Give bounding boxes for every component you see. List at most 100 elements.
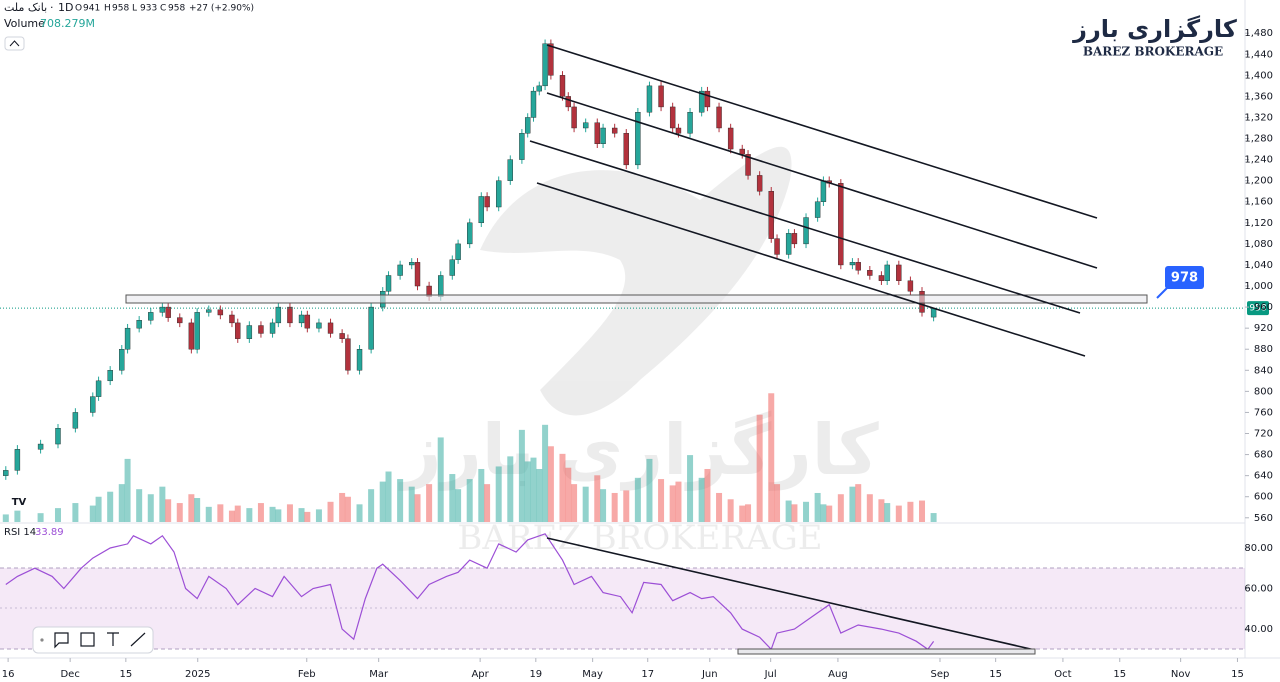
volume-bar [455,489,462,522]
candle-body [246,325,253,339]
y-tick-label: 1,480 [1244,28,1273,39]
volume-name: Volume [4,17,45,30]
callout-pointer [1156,286,1169,299]
volume-bar [745,504,752,522]
volume-bar [165,499,172,522]
channel-line[interactable] [529,140,1081,314]
candle-body [397,264,403,276]
rsi-zone[interactable] [737,648,1036,655]
candle-body [449,259,456,276]
candle-body [119,349,125,371]
candle-body [229,314,235,324]
volume-bar [118,484,125,522]
channel-line[interactable] [546,44,1098,219]
y-tick-label: 600 [1254,492,1273,503]
candle-body [785,233,792,255]
candle-body [414,262,421,287]
candle-body [884,264,890,281]
volume-bar [594,475,601,522]
volume-bar [37,513,44,522]
volume-bar [426,484,433,522]
candle-body [536,85,542,92]
ohlc-letter: L [132,4,137,14]
x-tick-label: Aug [828,669,848,680]
channel-line[interactable] [536,182,1086,357]
y-tick-label: 880 [1254,344,1273,355]
candle-body [768,191,774,239]
candle-body [716,106,722,129]
candle-body [635,111,641,166]
y-tick-label: 80.00 [1244,543,1273,554]
x-tick-label: Sep [931,669,950,680]
candle-body [368,306,374,350]
volume-bar [327,501,334,522]
tv-logo[interactable] [8,494,30,509]
volume-bar [814,492,821,522]
callout-tool[interactable] [54,632,69,649]
candle-body [304,314,311,329]
x-tick-label: 16 [2,669,15,680]
volume-bar [286,504,293,522]
candle-body [698,90,705,113]
candle-body [148,312,154,321]
candle-body [495,180,502,208]
volume-bar [907,501,914,522]
x-tick-label: Mar [369,669,389,680]
text-tool[interactable] [107,632,119,646]
candle-body [345,338,351,371]
volume-bar [379,481,386,522]
volume-bar [194,498,201,522]
logo-english: BAREZ BROKERAGE [1083,45,1223,59]
volume-bar [275,509,282,522]
volume-bar [188,494,195,522]
volume-bar [611,492,618,522]
candle-body [878,275,885,281]
candle-body [849,262,856,266]
callout-box[interactable] [1165,266,1204,289]
volume-bar [623,490,630,522]
candle-body [339,333,345,339]
candle-body [727,127,734,150]
support-zone[interactable] [125,294,1148,304]
drawing-toolbar [32,626,154,654]
watermark: کارگزاری بارز BAREZ BROKERAGE [398,146,879,558]
collapse-button[interactable] [4,36,25,51]
rectangle-tool[interactable] [80,632,95,647]
trendline-tool[interactable] [130,632,146,647]
volume-bar [803,501,810,522]
volume-bar [756,414,763,522]
drag-handle[interactable] [40,638,44,642]
volume-bar [437,437,444,522]
volume-bar [385,471,392,522]
volume-bar [257,503,264,522]
y-tick-label: 1,000 [1244,281,1273,292]
volume-bar [339,492,346,522]
x-tick-label: Jul [764,669,777,680]
volume-bar [571,484,578,522]
candle-body [548,43,554,76]
volume-bar [344,496,351,522]
candle-body [37,443,44,450]
ohlc-letter: H [104,4,111,14]
volume-bar [837,494,844,522]
axes: 16 Dec 15 2025 Feb Mar Apr 19 May 17 Jun Jul Aug Sep 1… [2,28,1273,680]
y-tick-label: 1,160 [1244,197,1273,208]
candle-body [820,180,827,202]
volume-bar [414,494,421,522]
separator: · [50,1,54,14]
volume-bar [785,500,792,522]
volume-bar [518,429,525,522]
candle-body [739,148,745,155]
rsi-trendline[interactable] [546,537,1036,651]
volume-bar [791,504,798,522]
candle-body [524,117,531,134]
channel-line[interactable] [546,92,1098,269]
volume-bar [530,457,537,522]
y-tick-label: 1,400 [1244,70,1273,81]
candle-body [507,159,513,181]
volume-bar [147,494,154,522]
volume-bar [930,513,937,522]
volume-bar [298,508,305,522]
volume-bar [774,484,781,522]
